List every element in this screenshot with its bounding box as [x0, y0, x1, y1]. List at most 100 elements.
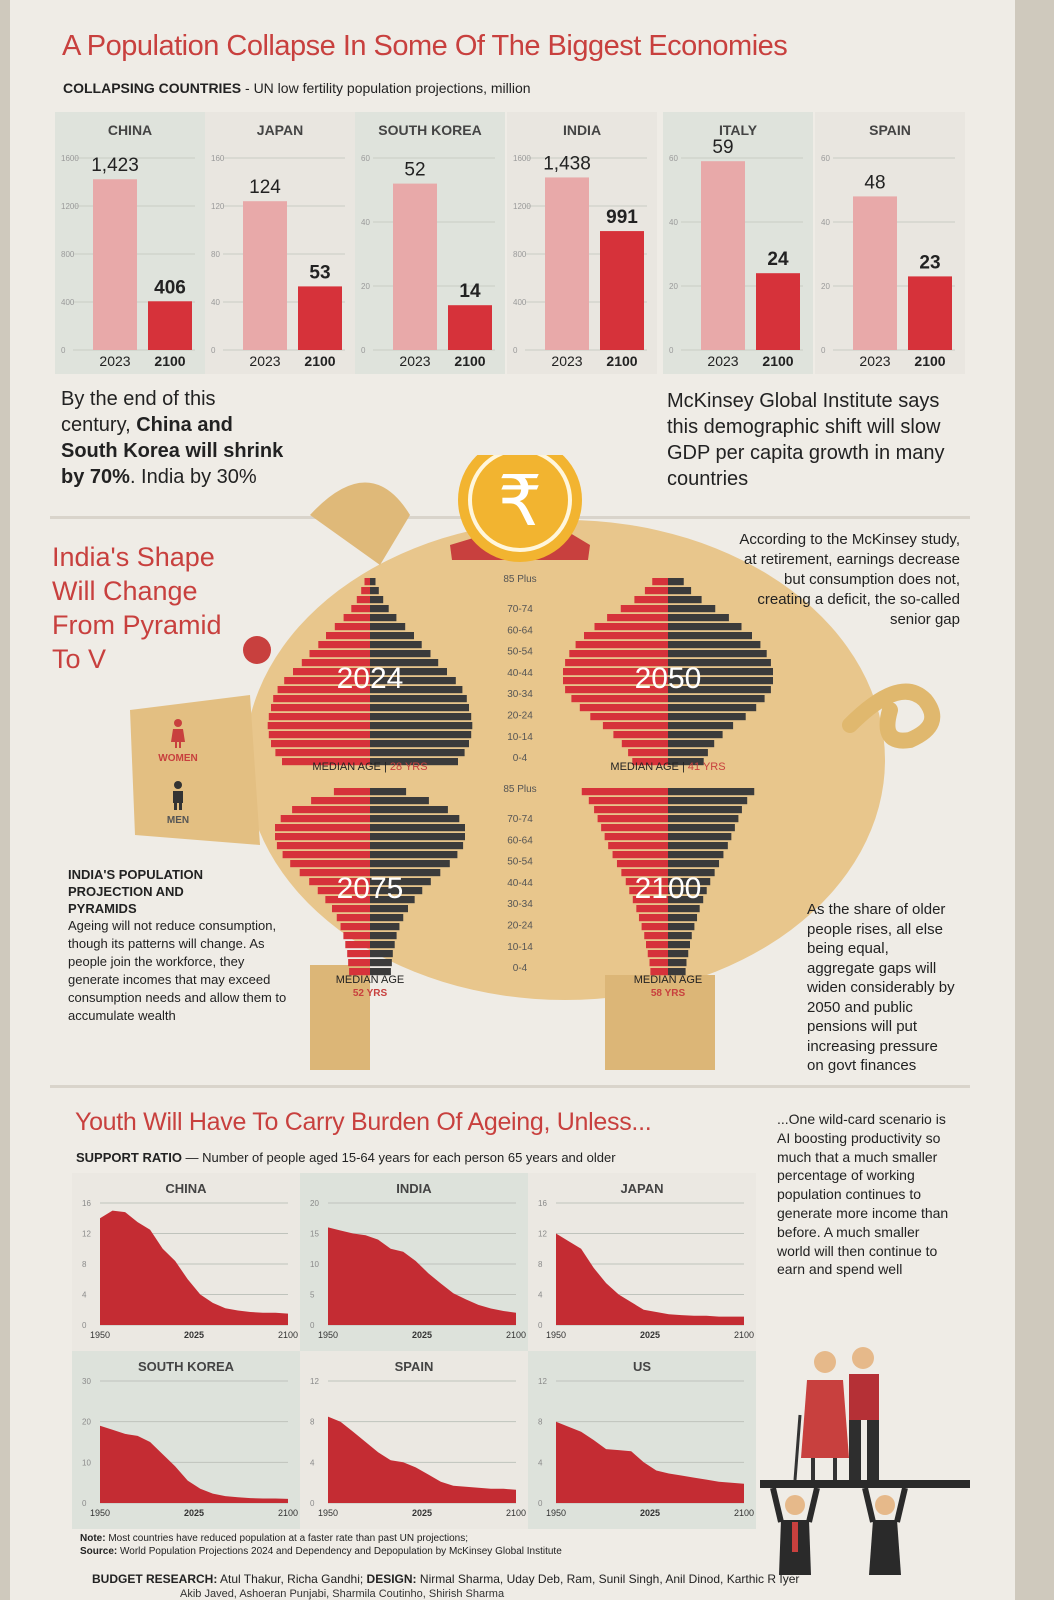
bar-value-label: 14	[459, 281, 481, 302]
male-bar	[668, 959, 687, 967]
median-age-value: 52 YRS	[353, 988, 388, 999]
x-tick-label: 2023	[551, 353, 582, 369]
x-tick-label: 2025	[412, 1508, 432, 1518]
y-tick-label: 40	[211, 298, 220, 307]
support-ratio-panel-spain: SPAIN 12 8 4 0 1950 2025 2100	[300, 1351, 528, 1529]
bar-panel-spain: SPAIN 60 40 20 0 48 2023 23 2100	[815, 112, 965, 374]
male-bar	[370, 695, 467, 703]
female-bar	[290, 860, 370, 868]
pyramid-year-label: 2075	[337, 872, 404, 905]
note-label: Note:	[80, 1533, 106, 1544]
y-tick-label: 5	[310, 1291, 315, 1300]
female-bar	[273, 695, 370, 703]
male-bar	[370, 713, 472, 721]
y-tick-label: 1600	[513, 154, 531, 163]
pyramid-year-label: 2050	[635, 662, 702, 695]
bar-value-label: 1,423	[91, 155, 139, 176]
bar-panel-title: SOUTH KOREA	[378, 122, 482, 138]
male-bar	[668, 740, 715, 748]
female-bar	[284, 677, 370, 685]
shrink-note-line3: South Korea will shrink	[61, 440, 284, 462]
y-tick-label: 40	[669, 218, 678, 227]
support-ratio-panel-title: JAPAN	[620, 1181, 664, 1196]
female-bar	[594, 623, 668, 631]
female-bar	[569, 650, 668, 658]
bar-2023	[701, 161, 745, 350]
pig-tail	[842, 683, 941, 749]
x-tick-label: 2100	[278, 1330, 298, 1340]
male-bar	[370, 668, 447, 676]
female-bar	[282, 758, 370, 766]
y-tick-label: 0	[211, 346, 216, 355]
male-bar	[370, 959, 392, 967]
men-label: MEN	[166, 815, 190, 826]
female-bar	[340, 923, 370, 931]
female-bar	[267, 722, 370, 730]
senior-gap-note: According to the McKinsey study, at reti…	[739, 531, 960, 628]
x-tick-label: 2025	[412, 1330, 432, 1340]
male-bar	[370, 941, 395, 949]
female-bar	[334, 623, 370, 631]
bar-2100	[600, 231, 644, 350]
bar-value-label: 991	[606, 207, 638, 228]
footnotes: Note: Most countries have reduced popula…	[80, 1532, 720, 1558]
y-tick-label: 60	[821, 154, 830, 163]
bar-2023	[853, 196, 897, 350]
female-bar	[638, 914, 668, 922]
female-bar	[292, 806, 370, 814]
age-group-label: 50-54	[507, 857, 533, 868]
age-group-label: 0-4	[513, 963, 528, 974]
male-bar	[668, 806, 742, 814]
age-group-label: 50-54	[507, 647, 533, 658]
male-bar	[370, 749, 465, 757]
young-man-arms	[770, 1487, 820, 1523]
pig-snout	[130, 695, 260, 845]
age-group-label: 0-4	[513, 753, 528, 764]
male-bar	[370, 842, 464, 850]
male-bar	[370, 905, 408, 913]
credits: BUDGET RESEARCH: Atul Thakur, Richa Gand…	[92, 1572, 972, 1586]
median-age-prefix: MEDIAN AGE |	[610, 761, 687, 773]
support-ratio-panel-south-korea: SOUTH KOREA 30 20 10 0 1950 2025 2100	[72, 1351, 300, 1529]
y-tick-label: 15	[310, 1230, 319, 1239]
male-bar	[370, 896, 415, 904]
male-bar	[370, 878, 431, 886]
x-tick-label: 1950	[546, 1508, 566, 1518]
male-bar	[668, 677, 773, 685]
female-bar	[590, 713, 668, 721]
x-tick-label: 2023	[249, 353, 280, 369]
note-text: Most countries have reduced population a…	[105, 1533, 468, 1544]
male-bar	[668, 815, 739, 823]
design-text: Nirmal Sharma, Uday Deb, Ram, Sunil Sing…	[416, 1572, 800, 1586]
support-subtitle-bold: SUPPORT RATIO	[76, 1150, 182, 1165]
bar-chart-svg: 160 120 80 40 0 124 2023 53 2100	[211, 154, 345, 369]
male-bar	[668, 695, 765, 703]
female-bar	[565, 686, 668, 694]
male-bar	[370, 704, 469, 712]
seesaw-illustration	[760, 1347, 970, 1575]
x-tick-label: 2025	[640, 1330, 660, 1340]
female-bar	[644, 587, 668, 595]
male-bar	[668, 788, 755, 796]
female-bar	[277, 686, 370, 694]
male-bar	[668, 668, 773, 676]
bar-panel-title: ITALY	[718, 122, 758, 138]
male-bar	[370, 659, 439, 667]
y-tick-label: 20	[361, 282, 370, 291]
y-tick-label: 20	[669, 282, 678, 291]
female-bar	[644, 932, 668, 940]
male-bar	[668, 968, 686, 976]
female-bar	[563, 677, 668, 685]
y-tick-label: 120	[211, 202, 225, 211]
y-tick-label: 20	[310, 1199, 319, 1208]
age-group-label: 40-44	[507, 668, 533, 679]
x-tick-label: 1950	[546, 1330, 566, 1340]
bar-panel-japan: JAPAN 160 120 80 40 0 124 2023 53 2100	[205, 112, 355, 374]
bar-2100	[756, 273, 800, 350]
male-bar	[668, 950, 689, 958]
elderly-man-head	[852, 1347, 874, 1369]
female-bar	[275, 749, 370, 757]
woman-icon	[171, 719, 185, 748]
bar-value-label: 52	[404, 160, 425, 181]
